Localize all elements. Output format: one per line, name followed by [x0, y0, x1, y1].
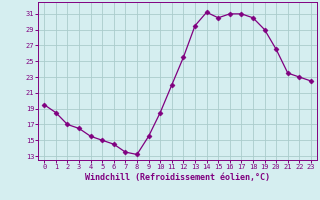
X-axis label: Windchill (Refroidissement éolien,°C): Windchill (Refroidissement éolien,°C) [85, 173, 270, 182]
